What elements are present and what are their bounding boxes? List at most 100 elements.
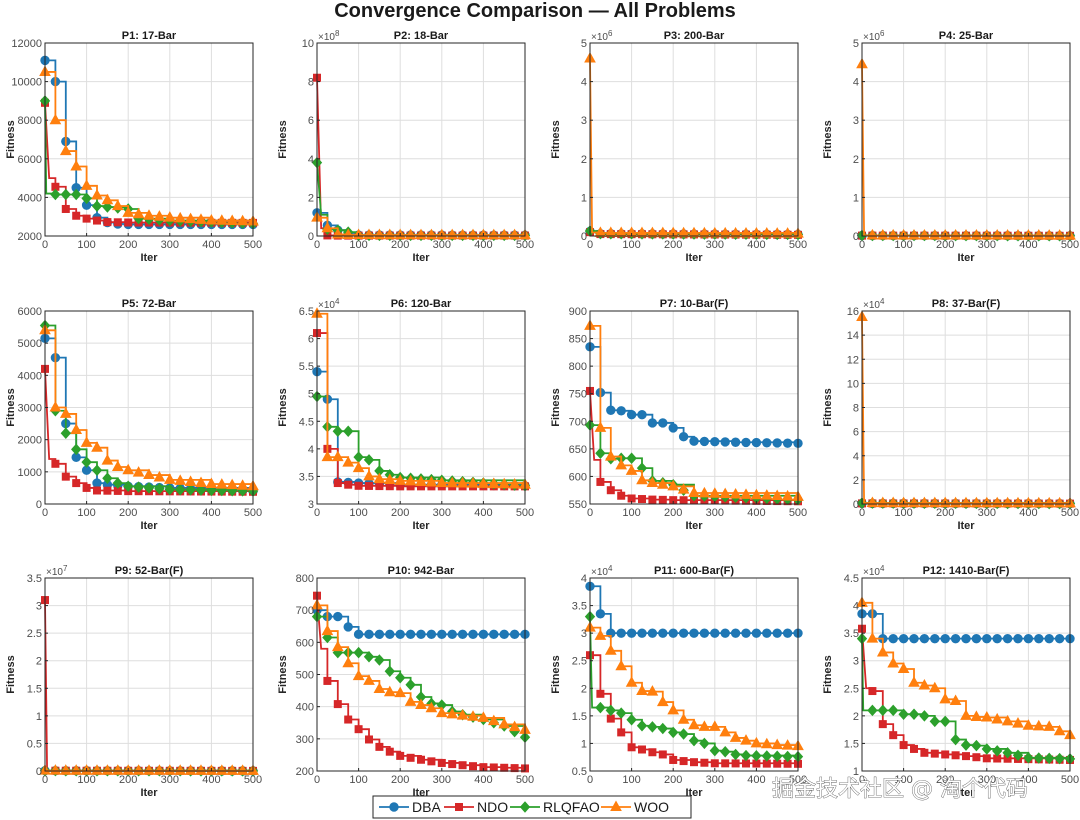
y-tick-label: 650 bbox=[569, 444, 587, 456]
legend-item-rlqfao[interactable]: RLQFAO bbox=[510, 799, 600, 815]
y-tick-label: 550 bbox=[569, 499, 587, 511]
marker-rlqfao bbox=[908, 708, 920, 720]
marker-woo bbox=[949, 694, 962, 705]
x-tick-label: 200 bbox=[391, 507, 409, 519]
marker-rlqfao bbox=[981, 743, 992, 755]
x-tick-label: 400 bbox=[1019, 239, 1037, 251]
marker-dba bbox=[353, 629, 364, 639]
y-tick-label: 4 bbox=[581, 573, 587, 585]
x-axis-label: Iter bbox=[957, 520, 975, 532]
marker-woo bbox=[625, 464, 638, 475]
legend: DBA NDO RLQFAO WOO bbox=[372, 795, 692, 819]
marker-woo bbox=[236, 479, 249, 490]
x-tick-label: 200 bbox=[936, 239, 954, 251]
marker-woo bbox=[456, 476, 469, 488]
y-tick-label: 12000 bbox=[11, 38, 42, 50]
marker-woo bbox=[646, 685, 659, 696]
subplot-title: P7: 10-Bar(F) bbox=[660, 298, 729, 310]
y-tick-label: 200 bbox=[296, 766, 314, 778]
y-tick-label: 5 bbox=[853, 38, 859, 50]
x-tick-label: 400 bbox=[202, 239, 220, 251]
y-tick-label: 850 bbox=[569, 334, 587, 346]
marker-woo bbox=[1053, 496, 1066, 508]
marker-ndo bbox=[941, 750, 950, 759]
x-tick-label: 200 bbox=[391, 239, 409, 251]
marker-ndo bbox=[448, 760, 457, 769]
marker-ndo bbox=[82, 483, 91, 492]
marker-ndo bbox=[344, 480, 353, 489]
marker-dba bbox=[699, 628, 710, 638]
subplot-title: P6: 120-Bar bbox=[391, 298, 452, 310]
x-tick-label: 0 bbox=[859, 507, 865, 519]
marker-woo bbox=[760, 737, 773, 749]
legend-item-woo[interactable]: WOO bbox=[601, 799, 669, 815]
marker-rlqfao bbox=[384, 665, 395, 678]
marker-woo bbox=[101, 193, 114, 205]
y-tick-label: 1.5 bbox=[27, 683, 42, 695]
subplot-10: 0 100 200 300 400 500 200 300 400 500 600 700 800 P10… bbox=[277, 565, 534, 799]
y-tick-label: 300 bbox=[296, 734, 314, 746]
marker-dba bbox=[395, 629, 405, 639]
marker-ndo bbox=[617, 491, 626, 500]
marker-woo bbox=[59, 144, 72, 156]
legend-marker-diamond bbox=[519, 801, 531, 813]
subplot-title: P2: 18-Bar bbox=[394, 30, 449, 42]
legend-label: WOO bbox=[634, 799, 669, 815]
x-tick-label: 400 bbox=[202, 507, 220, 519]
marker-rlqfao bbox=[761, 750, 772, 762]
marker-woo bbox=[383, 473, 396, 485]
marker-ndo bbox=[103, 218, 112, 227]
legend-item-ndo[interactable]: NDO bbox=[444, 799, 508, 815]
marker-rlqfao bbox=[91, 200, 103, 212]
marker-woo bbox=[918, 678, 931, 690]
marker-dba bbox=[720, 437, 730, 447]
marker-woo bbox=[750, 226, 763, 238]
marker-woo bbox=[80, 436, 93, 447]
marker-ndo bbox=[962, 752, 970, 761]
marker-rlqfao bbox=[888, 704, 899, 717]
y-axis-label: Fitness bbox=[822, 120, 834, 159]
marker-dba bbox=[772, 438, 782, 448]
axes-frame bbox=[316, 42, 526, 237]
plot-area bbox=[862, 43, 1070, 236]
x-tick-label: 300 bbox=[433, 507, 451, 519]
y-tick-label: 600 bbox=[569, 471, 587, 483]
legend-item-dba[interactable]: DBA bbox=[379, 799, 441, 815]
marker-dba bbox=[616, 628, 626, 638]
marker-rlqfao bbox=[616, 707, 627, 719]
y-tick-label: 2 bbox=[853, 475, 859, 487]
y-tick-label: 4 bbox=[853, 451, 859, 463]
marker-woo bbox=[236, 214, 249, 226]
marker-ndo bbox=[72, 479, 81, 488]
marker-woo bbox=[740, 488, 752, 499]
y-tick-label: 10 bbox=[847, 378, 859, 390]
marker-rlqfao bbox=[154, 482, 165, 495]
x-tick-label: 100 bbox=[894, 239, 912, 251]
axes-frame bbox=[861, 42, 1071, 237]
subplot-grid: 0 100 200 300 400 500200040006000800010000120… bbox=[5, 29, 1079, 799]
y-tick-label: 1 bbox=[853, 192, 859, 204]
y-tick-label: 1 bbox=[853, 766, 859, 778]
marker-woo bbox=[991, 229, 1004, 240]
y-tick-label: 4 bbox=[308, 154, 314, 166]
marker-dba bbox=[1013, 633, 1023, 644]
y-tick-label: 3.5 bbox=[572, 601, 587, 613]
y-axis-label: Fitness bbox=[5, 388, 17, 427]
y-tick-label: 3 bbox=[853, 656, 859, 668]
marker-woo bbox=[1043, 496, 1056, 508]
marker-rlqfao bbox=[751, 750, 762, 762]
marker-ndo bbox=[354, 481, 363, 490]
y-tick-label: 4 bbox=[853, 77, 859, 89]
marker-rlqfao bbox=[332, 425, 343, 437]
x-tick-label: 200 bbox=[391, 774, 409, 786]
marker-woo bbox=[352, 669, 365, 681]
x-tick-label: 300 bbox=[433, 774, 451, 786]
x-axis-label: Iter bbox=[957, 787, 975, 799]
axes-frame bbox=[316, 310, 526, 505]
marker-woo bbox=[498, 717, 511, 729]
marker-woo bbox=[487, 477, 500, 489]
marker-woo bbox=[781, 739, 794, 750]
y-tick-label: 3 bbox=[581, 115, 587, 127]
y-tick-label: 5 bbox=[581, 38, 587, 50]
